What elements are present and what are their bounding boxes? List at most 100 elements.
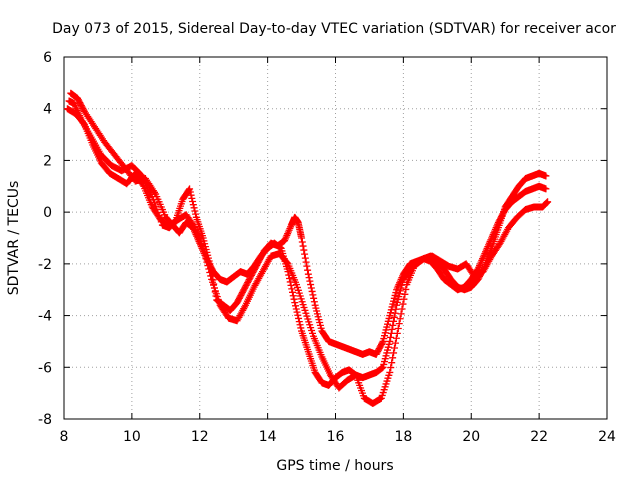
- data-point: [297, 324, 305, 332]
- data-point: [392, 305, 400, 313]
- data-point: [199, 244, 207, 252]
- data-point: [285, 275, 293, 283]
- data-point: [400, 295, 408, 303]
- data-point: [386, 337, 394, 345]
- y-tick-label: 2: [43, 153, 52, 169]
- x-tick-label: 20: [462, 429, 480, 445]
- data-point: [397, 310, 405, 318]
- data-point: [190, 222, 198, 230]
- data-point: [294, 311, 302, 319]
- data-point: [296, 321, 304, 329]
- data-point: [387, 333, 395, 341]
- data-point: [388, 359, 396, 367]
- y-tick-label: 6: [43, 50, 52, 66]
- y-tick-label: 0: [43, 205, 52, 221]
- y-axis-label: SDTVAR / TECUs: [6, 181, 22, 296]
- data-point: [387, 329, 395, 337]
- data-point: [303, 262, 311, 270]
- data-point: [307, 284, 315, 292]
- data-point: [309, 291, 317, 299]
- grid: [64, 57, 607, 419]
- x-tick-label: 18: [394, 429, 412, 445]
- data-point: [310, 294, 318, 302]
- series-track-b: [67, 89, 550, 389]
- data-point: [306, 277, 314, 285]
- data-point: [204, 262, 212, 270]
- data-point: [203, 258, 211, 266]
- series-track-c: [63, 105, 552, 407]
- data-point: [293, 308, 301, 316]
- data-point: [192, 210, 200, 218]
- data-point: [542, 185, 550, 193]
- data-point: [395, 320, 403, 328]
- data-point: [307, 281, 315, 289]
- data-point: [289, 292, 297, 300]
- data-point: [189, 198, 197, 206]
- data-point: [386, 368, 394, 376]
- x-tick-label: 12: [191, 429, 209, 445]
- data-point: [295, 314, 303, 322]
- data-point: [304, 270, 312, 278]
- data-point: [301, 254, 309, 262]
- data-point: [188, 194, 196, 202]
- data-point: [401, 290, 409, 298]
- x-tick-label: 22: [530, 429, 548, 445]
- x-tick-label: 16: [327, 429, 345, 445]
- x-axis-label: GPS time / hours: [276, 458, 393, 474]
- data-point: [542, 172, 550, 180]
- x-tick-label: 10: [123, 429, 141, 445]
- x-tick-label: 8: [60, 429, 69, 445]
- data-point: [187, 191, 195, 199]
- data-point: [298, 234, 306, 242]
- chart-title: Day 073 of 2015, Sidereal Day-to-day VTE…: [52, 21, 616, 37]
- data-point: [399, 300, 407, 308]
- data-point: [206, 268, 214, 276]
- data-point: [300, 246, 308, 254]
- data-point: [304, 266, 312, 274]
- data-point: [298, 238, 306, 246]
- data-point: [389, 354, 397, 362]
- data-point: [139, 181, 147, 189]
- data-point: [392, 334, 400, 342]
- data-points: [63, 89, 552, 407]
- data-point: [202, 255, 210, 263]
- data-point: [393, 329, 401, 337]
- data-point: [396, 315, 404, 323]
- data-point: [301, 250, 309, 258]
- y-tick-label: -2: [38, 257, 52, 273]
- y-tick-label: 4: [43, 102, 52, 118]
- data-point: [288, 285, 296, 293]
- data-point: [290, 295, 298, 303]
- y-tick-label: -4: [38, 309, 52, 325]
- data-point: [305, 274, 313, 282]
- data-point: [402, 285, 410, 293]
- data-point: [391, 309, 399, 317]
- data-point: [389, 321, 397, 329]
- data-point: [291, 299, 299, 307]
- data-point: [186, 188, 194, 196]
- data-point: [205, 265, 213, 273]
- data-point: [186, 185, 194, 193]
- x-tick-label: 14: [259, 429, 277, 445]
- data-point: [289, 288, 297, 296]
- y-tick-label: -6: [38, 360, 52, 376]
- data-point: [387, 364, 395, 372]
- data-point: [200, 248, 208, 256]
- data-point: [544, 198, 552, 206]
- data-point: [295, 318, 303, 326]
- y-tick-label: -8: [38, 412, 52, 428]
- data-point: [390, 317, 398, 325]
- data-point: [310, 298, 318, 306]
- data-point: [287, 281, 295, 289]
- data-point: [394, 325, 402, 332]
- data-point: [391, 339, 399, 347]
- data-point: [302, 258, 310, 266]
- data-point: [191, 207, 199, 215]
- data-point: [292, 302, 300, 310]
- data-point: [398, 305, 406, 313]
- data-point: [201, 251, 209, 259]
- x-tick-label: 24: [598, 429, 616, 445]
- data-point: [189, 201, 197, 209]
